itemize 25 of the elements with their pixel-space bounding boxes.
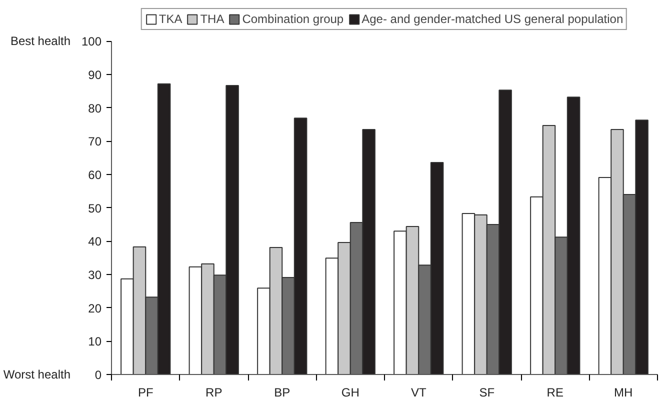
legend-label: Age- and gender-matched US general population bbox=[362, 12, 624, 26]
x-tick-label: VT bbox=[410, 386, 427, 400]
y-tick-label: 70 bbox=[88, 134, 102, 149]
y-tick-label: 90 bbox=[88, 68, 102, 82]
y-tick-label: 20 bbox=[88, 301, 102, 316]
y-tick-label: 30 bbox=[88, 268, 102, 282]
y-tick-label: 40 bbox=[88, 234, 102, 249]
y-tick-label: 60 bbox=[88, 168, 102, 182]
x-tick-label: MH bbox=[614, 386, 633, 400]
x-tick-label: RE bbox=[546, 386, 564, 400]
text: Best health bbox=[10, 34, 71, 48]
x-tick-label: BP bbox=[274, 386, 290, 400]
y-tick-label: 50 bbox=[88, 201, 102, 216]
y-tick-label: 100 bbox=[81, 34, 102, 49]
text: Worst health bbox=[3, 368, 71, 382]
y-tick-label: 0 bbox=[94, 368, 102, 382]
x-tick-label: SF bbox=[479, 386, 495, 400]
y-tick-label: 10 bbox=[88, 334, 102, 349]
legend-label: THA bbox=[200, 12, 224, 26]
legend-label: TKA bbox=[158, 12, 182, 26]
x-tick-label: PF bbox=[138, 386, 154, 400]
x-tick-label: GH bbox=[341, 386, 360, 400]
x-tick-label: RP bbox=[206, 386, 222, 400]
legend-label: Combination group bbox=[242, 12, 344, 26]
y-tick-label: 80 bbox=[88, 101, 102, 116]
